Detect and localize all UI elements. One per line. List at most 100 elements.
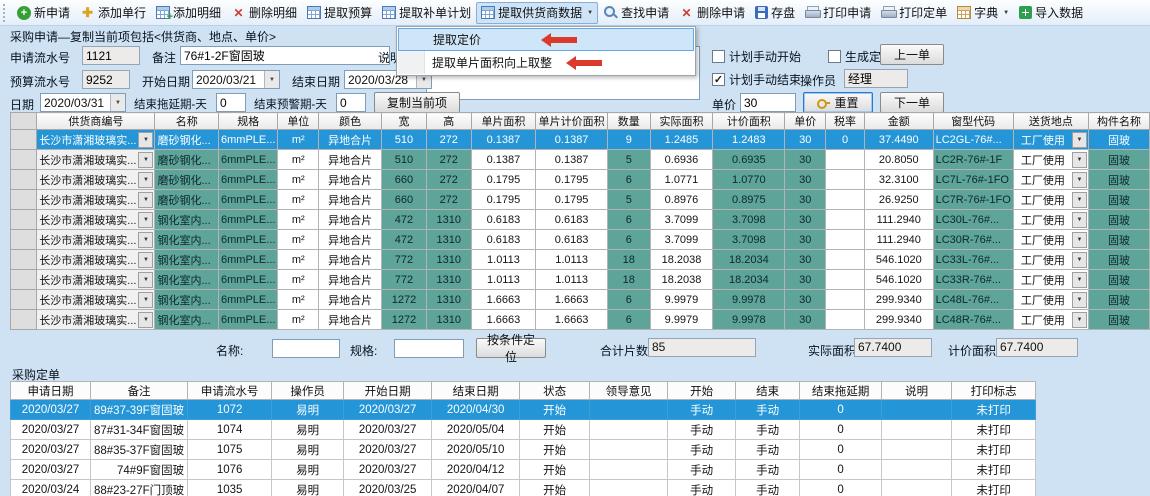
grid-cell[interactable]: m² <box>277 229 320 250</box>
grid-cell[interactable]: 89#37-39F窗固玻 <box>89 399 189 420</box>
locate-by-condition-button[interactable]: 按条件定位 <box>476 333 546 364</box>
grid-cell[interactable]: 18.2038 <box>649 249 714 270</box>
grid-cell[interactable]: 1.0770 <box>712 169 786 190</box>
grid-cell[interactable]: 开始 <box>519 399 591 420</box>
toolbar-button-delete-application[interactable]: 删除申请 <box>674 2 750 24</box>
grid-cell[interactable]: 0 <box>825 129 865 150</box>
checkbox-plan-manual-end[interactable]: 计划手动结束 <box>712 71 801 88</box>
grid-cell[interactable]: 0.1795 <box>535 169 608 190</box>
grid-cell[interactable]: LC7R-76#-1FO <box>932 189 1014 210</box>
grid-cell[interactable]: 1.0113 <box>535 269 608 290</box>
grid-cell[interactable]: 2020/04/30 <box>431 399 521 420</box>
grid-cell[interactable]: m² <box>277 129 320 150</box>
grid-cell[interactable]: 0.1795 <box>470 169 537 190</box>
grid-cell[interactable]: 易明 <box>271 419 345 440</box>
grid-cell[interactable]: LC7L-76#-1FO <box>932 169 1014 190</box>
grid-row[interactable]: 2020/03/27 87#31-34F窗固玻 1074 易明 2020/03/27 20… <box>10 419 1037 440</box>
grid-cell[interactable]: 0.1387 <box>535 149 608 170</box>
grid-row[interactable]: 长沙市潇湘玻璃实... ▼ 磨砂钢化... 6mmPLE... m² 异地合片 510 272… <box>9 129 1150 150</box>
toolbar-button-import-data[interactable]: 导入数据 <box>1014 2 1088 24</box>
grid-cell[interactable]: 长沙市潇湘玻璃实... ▼ <box>36 149 156 170</box>
row-selector[interactable] <box>9 289 38 310</box>
grid-cell[interactable]: 0.1387 <box>535 129 608 150</box>
grid-cell[interactable]: 272 <box>425 149 472 170</box>
grid-cell[interactable]: 1.0771 <box>649 169 714 190</box>
grid-cell[interactable]: 772 <box>381 249 427 270</box>
start-date-picker[interactable]: 2020/03/21 ▼ <box>192 70 280 89</box>
grid-cell[interactable]: 工厂使用 ▼ <box>1012 289 1089 310</box>
copy-current-button[interactable]: 复制当前项 <box>374 92 460 113</box>
grid-row[interactable]: 2020/03/27 89#37-39F窗固玻 1072 易明 2020/03/27 20… <box>10 399 1037 420</box>
grid-cell[interactable] <box>881 439 953 460</box>
grid-cell[interactable]: 工厂使用 ▼ <box>1012 309 1089 330</box>
grid-cell[interactable]: 异地合片 <box>318 189 383 210</box>
end-delay-field[interactable] <box>216 93 246 112</box>
grid-cell[interactable]: m² <box>277 269 320 290</box>
grid-cell[interactable]: 1310 <box>425 209 472 230</box>
grid-cell[interactable] <box>881 399 953 420</box>
grid-cell[interactable]: 工厂使用 ▼ <box>1012 149 1089 170</box>
grid-cell[interactable]: 9.9979 <box>649 309 714 330</box>
grid-cell[interactable]: 长沙市潇湘玻璃实... ▼ <box>36 129 156 150</box>
grid-cell[interactable]: 未打印 <box>951 459 1037 480</box>
grid-cell[interactable]: 工厂使用 ▼ <box>1012 229 1089 250</box>
grid-cell[interactable]: 1310 <box>425 289 472 310</box>
grid-cell[interactable]: 5 <box>607 189 651 210</box>
grid-cell[interactable]: 长沙市潇湘玻璃实... ▼ <box>36 309 156 330</box>
chevron-down-icon[interactable]: ▼ <box>1071 211 1087 228</box>
grid-cell[interactable]: 未打印 <box>951 399 1037 420</box>
grid-cell[interactable]: 钢化室内... <box>154 229 220 250</box>
grid-cell[interactable]: 2020/03/27 <box>10 439 91 460</box>
grid-row[interactable]: 长沙市潇湘玻璃实... ▼ 钢化室内... 6mmPLE... m² 异地合片 472 131… <box>9 229 1150 250</box>
grid-cell[interactable]: 工厂使用 ▼ <box>1012 209 1089 230</box>
toolbar-button-delete-detail[interactable]: 删除明细 <box>226 2 302 24</box>
grid-cell[interactable]: 510 <box>381 129 427 150</box>
grid-cell[interactable]: 开始 <box>519 419 591 440</box>
grid-cell[interactable]: 未打印 <box>951 439 1037 460</box>
grid-cell[interactable]: 18.2034 <box>712 249 786 270</box>
grid-cell[interactable]: 0.8976 <box>649 189 714 210</box>
grid-cell[interactable] <box>589 439 669 460</box>
grid-cell[interactable]: 异地合片 <box>318 129 383 150</box>
grid-cell[interactable]: 660 <box>381 169 427 190</box>
grid-cell[interactable]: 2020/03/27 <box>343 419 433 440</box>
grid-cell[interactable]: 0 <box>799 459 883 480</box>
end-warn-field[interactable] <box>336 93 366 112</box>
grid-cell[interactable]: 546.1020 <box>864 269 934 290</box>
grid-cell[interactable]: 9.9978 <box>712 289 786 310</box>
grid-cell[interactable]: 1310 <box>425 249 472 270</box>
grid-cell[interactable]: 0 <box>799 479 883 496</box>
grid-cell[interactable]: 1310 <box>425 269 472 290</box>
grid-cell[interactable]: 111.2940 <box>864 209 934 230</box>
chevron-down-icon[interactable]: ▼ <box>138 151 154 168</box>
grid-cell[interactable]: 18 <box>607 249 651 270</box>
grid-cell[interactable] <box>825 229 865 250</box>
chevron-down-icon[interactable]: ▼ <box>138 211 154 228</box>
grid-cell[interactable]: 6mmPLE... <box>218 149 279 170</box>
chevron-down-icon[interactable]: ▼ <box>138 271 154 288</box>
grid-cell[interactable]: 18.2038 <box>649 269 714 290</box>
grid-cell[interactable]: 手动 <box>735 479 801 496</box>
menu-item-extract-piece-area-roundup[interactable]: 提取单片面积向上取整 <box>398 51 694 74</box>
grid-row[interactable]: 长沙市潇湘玻璃实... ▼ 钢化室内... 6mmPLE... m² 异地合片 472 131… <box>9 209 1150 230</box>
grid-cell[interactable]: 6 <box>607 309 651 330</box>
grid-cell[interactable]: LC2GL-76#... <box>932 129 1014 150</box>
grid-cell[interactable]: m² <box>277 289 320 310</box>
grid-cell[interactable]: 472 <box>381 229 427 250</box>
grid-cell[interactable]: 固玻 <box>1087 229 1150 250</box>
grid-cell[interactable]: 0.6936 <box>649 149 714 170</box>
grid-cell[interactable]: 111.2940 <box>864 229 934 250</box>
grid-cell[interactable]: 2020/04/12 <box>431 459 521 480</box>
grid-cell[interactable]: 开始 <box>519 479 591 496</box>
grid-cell[interactable]: m² <box>277 149 320 170</box>
chevron-down-icon[interactable]: ▼ <box>138 131 154 148</box>
toolbar-button-save[interactable]: 存盘 <box>750 2 800 24</box>
grid-cell[interactable]: 0.8975 <box>712 189 786 210</box>
grid-cell[interactable]: 手动 <box>735 459 801 480</box>
grid-cell[interactable]: 272 <box>425 129 472 150</box>
grid-row[interactable]: 长沙市潇湘玻璃实... ▼ 钢化室内... 6mmPLE... m² 异地合片 772 131… <box>9 249 1150 270</box>
grid-cell[interactable]: 长沙市潇湘玻璃实... ▼ <box>36 169 156 190</box>
grid-cell[interactable]: 0 <box>799 399 883 420</box>
grid-cell[interactable]: m² <box>277 309 320 330</box>
grid-cell[interactable]: 88#35-37F窗固玻 <box>89 439 189 460</box>
